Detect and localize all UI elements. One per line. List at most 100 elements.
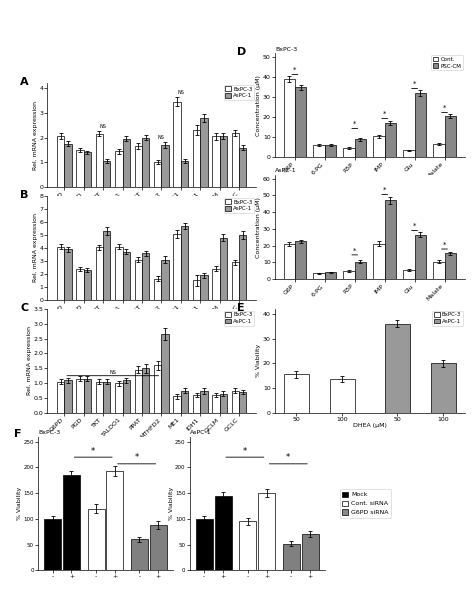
Text: *: * <box>135 453 139 462</box>
Bar <box>57 382 64 413</box>
Bar <box>239 147 246 187</box>
Bar <box>329 380 355 413</box>
Bar <box>196 519 213 570</box>
Bar <box>445 116 456 157</box>
Bar <box>200 391 208 413</box>
Text: F: F <box>14 429 21 438</box>
Bar <box>219 238 227 300</box>
Bar <box>115 247 123 300</box>
Bar <box>142 253 149 300</box>
Bar <box>343 271 355 279</box>
Bar <box>103 382 110 413</box>
Bar <box>232 132 239 187</box>
Y-axis label: Concentration (μM): Concentration (μM) <box>256 75 262 136</box>
Bar <box>123 252 130 300</box>
Bar <box>115 151 123 187</box>
Bar <box>64 380 72 413</box>
Y-axis label: Rel. mRNA expression: Rel. mRNA expression <box>33 213 38 283</box>
Bar <box>63 475 80 570</box>
Bar <box>96 134 103 187</box>
Text: B: B <box>20 190 28 200</box>
Text: BxPC-3: BxPC-3 <box>38 430 60 435</box>
Text: *: * <box>353 248 356 254</box>
Bar <box>283 80 295 157</box>
Bar <box>232 263 239 300</box>
Bar <box>232 391 239 413</box>
Bar <box>96 382 103 413</box>
Bar <box>131 539 148 570</box>
Bar <box>295 87 306 157</box>
Y-axis label: % Viability: % Viability <box>169 487 173 520</box>
Bar <box>430 364 456 413</box>
Bar <box>161 145 169 187</box>
Legend: BxPC-3, AsPC-1: BxPC-3, AsPC-1 <box>224 85 254 100</box>
Bar <box>219 394 227 413</box>
Text: NS: NS <box>109 370 116 375</box>
Text: *: * <box>383 187 386 193</box>
Bar <box>142 368 149 413</box>
Bar <box>301 534 319 570</box>
Text: NS: NS <box>177 90 184 95</box>
Bar <box>212 268 219 300</box>
Text: A: A <box>20 77 29 87</box>
Bar <box>193 280 200 300</box>
Bar <box>123 380 130 413</box>
Bar <box>76 379 84 413</box>
Bar <box>173 233 181 300</box>
Y-axis label: Rel. mRNA expression: Rel. mRNA expression <box>27 326 32 396</box>
Legend: BxPC-3, AsPC-1: BxPC-3, AsPC-1 <box>224 198 254 213</box>
Legend: Mock, Cont. siRNA, G6PD siRNA: Mock, Cont. siRNA, G6PD siRNA <box>340 489 391 517</box>
Bar <box>135 146 142 187</box>
Bar <box>325 273 336 279</box>
Bar <box>123 139 130 187</box>
Text: C: C <box>20 302 28 312</box>
Text: *: * <box>353 121 356 127</box>
Bar <box>193 395 200 413</box>
Bar <box>355 261 366 279</box>
Bar <box>44 519 61 570</box>
Bar <box>283 374 309 413</box>
Text: NS: NS <box>158 135 165 140</box>
Bar <box>295 241 306 279</box>
Y-axis label: Concentration (μM): Concentration (μM) <box>256 197 262 258</box>
Bar <box>239 392 246 413</box>
Bar <box>173 102 181 187</box>
Text: *: * <box>293 67 297 73</box>
Bar <box>96 247 103 300</box>
Bar <box>403 270 415 279</box>
Bar <box>385 324 410 413</box>
Bar <box>239 235 246 300</box>
Bar <box>374 137 385 157</box>
Text: E: E <box>237 302 245 312</box>
Bar <box>445 253 456 279</box>
Text: *: * <box>443 242 446 248</box>
Bar <box>106 471 123 570</box>
Bar <box>135 369 142 413</box>
Bar <box>150 525 167 570</box>
Bar <box>385 124 396 157</box>
Text: BxPC-3: BxPC-3 <box>275 47 297 52</box>
Bar <box>64 144 72 187</box>
Bar <box>173 397 181 413</box>
Text: *: * <box>243 447 247 456</box>
Bar <box>385 200 396 279</box>
Y-axis label: Rel. mRNA expression: Rel. mRNA expression <box>33 100 38 170</box>
Text: NS: NS <box>100 124 107 129</box>
Bar <box>325 145 336 157</box>
Bar <box>84 270 91 300</box>
Text: *: * <box>286 453 291 462</box>
Bar <box>193 130 200 187</box>
Bar <box>355 140 366 157</box>
Bar <box>103 161 110 187</box>
Bar <box>403 150 415 157</box>
Bar <box>200 275 208 300</box>
Bar <box>154 279 161 300</box>
Bar <box>84 379 91 413</box>
Bar <box>215 496 232 570</box>
Bar <box>64 249 72 300</box>
Bar <box>313 146 325 157</box>
Bar <box>415 235 426 279</box>
Bar <box>76 268 84 300</box>
Y-axis label: % Viability: % Viability <box>256 345 262 377</box>
Bar <box>181 161 188 187</box>
